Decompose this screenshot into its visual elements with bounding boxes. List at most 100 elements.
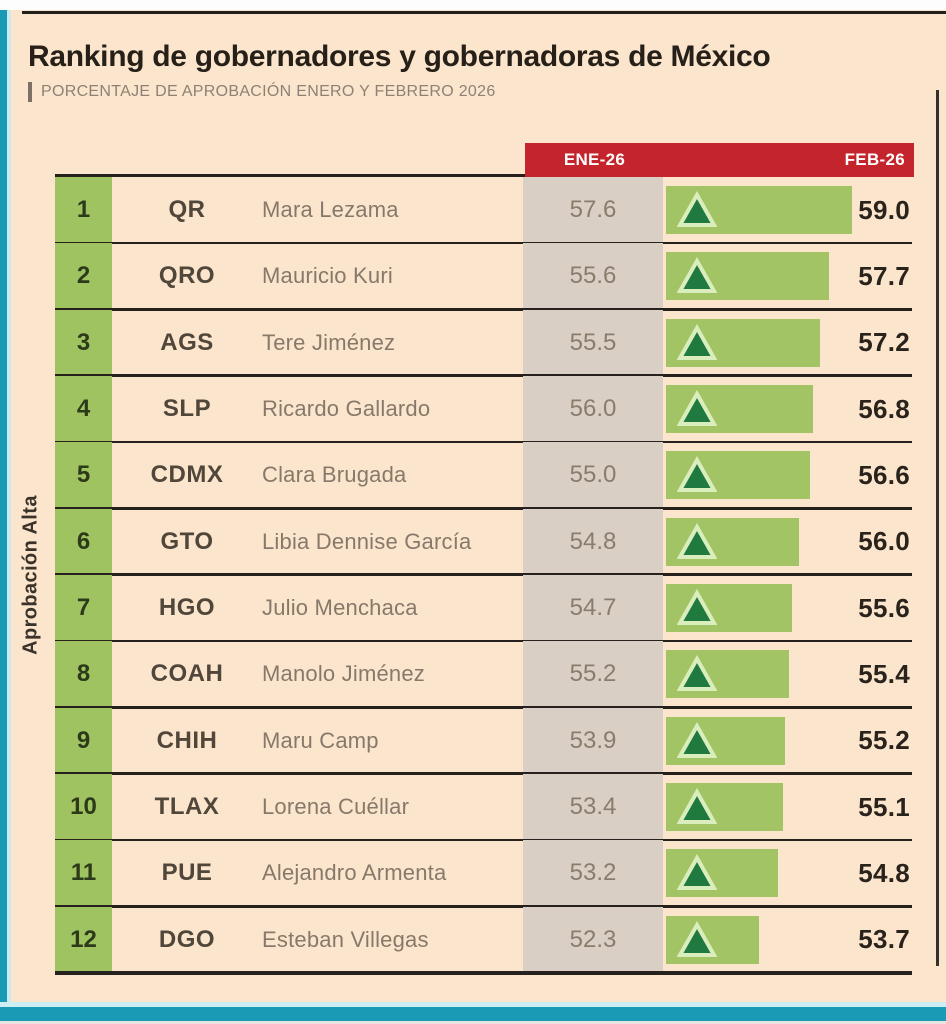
trend-up-icon: [677, 920, 717, 957]
feb-value: 56.0: [858, 526, 910, 557]
state-abbreviation: PUE: [161, 859, 213, 887]
feb-value: 55.2: [858, 725, 910, 756]
state-abbreviation: CDMX: [150, 461, 224, 489]
feb-value: 56.8: [858, 393, 910, 424]
ene-value: 55.0: [523, 442, 663, 509]
ene-value: 55.5: [523, 309, 663, 376]
table-row: 7 HGO Julio Menchaca 54.7 55.6: [0, 574, 946, 643]
rank-number: 9: [55, 707, 112, 774]
row-divider: [55, 706, 912, 709]
row-divider: [55, 772, 912, 775]
governor-name: Mara Lezama: [262, 197, 399, 223]
state-abbreviation: SLP: [162, 395, 212, 423]
table-row: 8 COAH Manolo Jiménez 55.2 55.4: [0, 641, 946, 709]
ene-value: 54.8: [523, 508, 663, 575]
state-abbreviation: HGO: [158, 594, 216, 622]
row-divider: [55, 971, 912, 975]
table-row: 10 TLAX Lorena Cuéllar 53.4 55.1: [0, 773, 946, 842]
ene-value: 56.0: [523, 375, 663, 443]
feb-value: 55.4: [858, 658, 910, 689]
governor-name: Alejandro Armenta: [262, 860, 447, 886]
month-header-bar: ENE-26 FEB-26: [525, 143, 914, 177]
trend-up-icon: [677, 191, 717, 228]
feb-bar-track: [666, 243, 829, 309]
feb-bar: [666, 915, 759, 964]
left-teal-edge: [0, 10, 7, 1024]
feb-bar-track: [666, 840, 778, 906]
governor-name: Mauricio Kuri: [262, 263, 393, 289]
trend-up-icon: [677, 854, 717, 891]
feb-bar-track: [666, 310, 820, 376]
table-row: 3 AGS Tere Jiménez 55.5 57.2: [0, 309, 946, 377]
feb-bar: [666, 451, 810, 500]
row-divider: [55, 440, 912, 444]
governor-name: Clara Brugada: [262, 462, 407, 488]
trend-up-icon: [677, 721, 717, 758]
rank-number: 12: [55, 906, 112, 973]
left-teal-edge-highlight: [7, 10, 11, 1024]
feb-bar-track: [666, 641, 789, 707]
trend-up-icon: [677, 456, 717, 493]
feb-bar: [666, 252, 829, 301]
row-divider: [55, 639, 912, 643]
feb-value: 53.7: [858, 924, 910, 955]
state-abbreviation: AGS: [160, 328, 214, 356]
trend-up-icon: [677, 257, 717, 294]
table-row: 1 QR Mara Lezama 57.6 59.0: [0, 177, 946, 245]
row-divider: [55, 905, 912, 908]
governor-name: Tere Jiménez: [262, 329, 396, 355]
table-row: 6 GTO Libia Dennise García 54.8 56.0: [0, 508, 946, 576]
state-abbreviation: QR: [168, 196, 206, 224]
table-top-line: [55, 174, 525, 177]
governor-name: Libia Dennise García: [262, 528, 472, 554]
state-abbreviation: COAH: [150, 660, 224, 688]
rank-number: 11: [55, 840, 112, 907]
rank-number: 6: [55, 508, 112, 575]
feb-bar: [666, 650, 789, 699]
ranking-table: 1 QR Mara Lezama 57.6 59.0 2 QRO Maurici…: [0, 177, 946, 975]
feb-bar: [666, 186, 852, 235]
feb-bar: [666, 716, 785, 765]
bottom-pale-strip: [0, 1021, 946, 1024]
top-white-strip: [0, 0, 946, 10]
governor-name: Esteban Villegas: [262, 926, 429, 952]
row-divider: [55, 308, 912, 311]
trend-up-icon: [677, 788, 717, 825]
trend-up-icon: [677, 522, 717, 559]
table-row: 2 QRO Mauricio Kuri 55.6 57.7: [0, 243, 946, 311]
feb-bar-track: [666, 509, 799, 575]
governor-name: Ricardo Gallardo: [262, 396, 431, 422]
page-subtitle: PORCENTAJE DE APROBACIÓN ENERO Y FEBRERO…: [28, 82, 496, 102]
trend-up-icon: [677, 655, 717, 692]
feb-bar: [666, 385, 813, 434]
rank-number: 7: [55, 574, 112, 642]
ene-value: 55.2: [523, 641, 663, 708]
feb-bar: [666, 517, 799, 566]
bottom-light-strip: [0, 1002, 946, 1007]
rank-number: 8: [55, 641, 112, 708]
group-label-aprobacion-alta: Aprobación Alta: [19, 495, 42, 655]
ene-value: 57.6: [523, 177, 663, 244]
feb-bar: [666, 783, 783, 832]
feb-bar-track: [666, 575, 792, 641]
governor-name: Julio Menchaca: [262, 595, 418, 621]
trend-up-icon: [677, 589, 717, 626]
row-divider: [55, 374, 912, 377]
trend-up-icon: [677, 323, 717, 360]
feb-bar: [666, 849, 778, 898]
feb-value: 57.2: [858, 327, 910, 358]
feb-value: 54.8: [858, 857, 910, 888]
table-row: 12 DGO Esteban Villegas 52.3 53.7: [0, 906, 946, 975]
feb-bar-track: [666, 907, 759, 973]
governor-name: Maru Camp: [262, 727, 379, 753]
row-divider: [55, 573, 912, 576]
table-row: 9 CHIH Maru Camp 53.9 55.2: [0, 707, 946, 775]
trend-up-icon: [677, 390, 717, 427]
ene-value: 54.7: [523, 574, 663, 642]
table-row: 5 CDMX Clara Brugada 55.0 56.6: [0, 442, 946, 510]
rank-number: 1: [55, 177, 112, 244]
row-divider: [55, 241, 912, 245]
feb-bar-track: [666, 774, 783, 840]
bottom-teal-bar: [0, 1007, 946, 1021]
feb-bar: [666, 318, 820, 367]
